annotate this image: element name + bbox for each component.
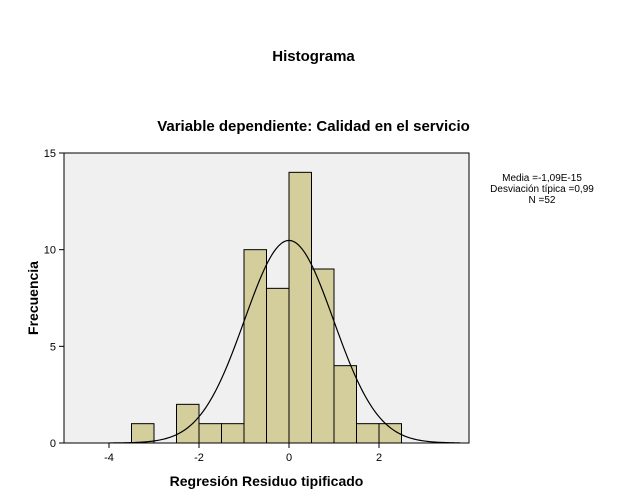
x-tick-label: 2 bbox=[376, 452, 382, 464]
histogram-bar bbox=[288, 171, 312, 444]
x-tick-label: 0 bbox=[286, 452, 292, 464]
x-axis-label: Regresión Residuo tipificado bbox=[170, 473, 364, 489]
histogram-bar bbox=[378, 423, 402, 444]
chart-subtitle: Variable dependiente: Calidad en el serv… bbox=[157, 118, 470, 135]
y-tick-label: 5 bbox=[50, 341, 56, 353]
histogram-bar bbox=[311, 268, 335, 444]
y-axis-label: Frecuencia bbox=[25, 261, 41, 335]
stats-n: N =52 bbox=[528, 195, 556, 206]
x-tick-label: -4 bbox=[104, 452, 114, 464]
x-tick-label: -2 bbox=[194, 452, 204, 464]
histogram-bar bbox=[333, 365, 357, 444]
y-tick-label: 10 bbox=[44, 245, 56, 257]
histogram-bar bbox=[131, 423, 155, 444]
stats-sd: Desviación típica =0,99 bbox=[490, 184, 594, 195]
histogram-bar bbox=[198, 423, 222, 444]
histogram-bar bbox=[266, 287, 290, 444]
histogram-bar bbox=[221, 423, 245, 444]
y-tick-label: 0 bbox=[50, 438, 56, 450]
stats-box: Media =-1,09E-15 Desviación típica =0,99… bbox=[482, 173, 602, 206]
normal-curve bbox=[108, 239, 461, 444]
histogram-bar bbox=[243, 249, 267, 444]
stats-mean: Media =-1,09E-15 bbox=[502, 173, 582, 184]
histogram-bar bbox=[176, 403, 200, 444]
histogram-bar bbox=[356, 423, 380, 444]
chart-title: Histograma bbox=[272, 48, 355, 65]
y-tick-label: 15 bbox=[44, 148, 56, 160]
